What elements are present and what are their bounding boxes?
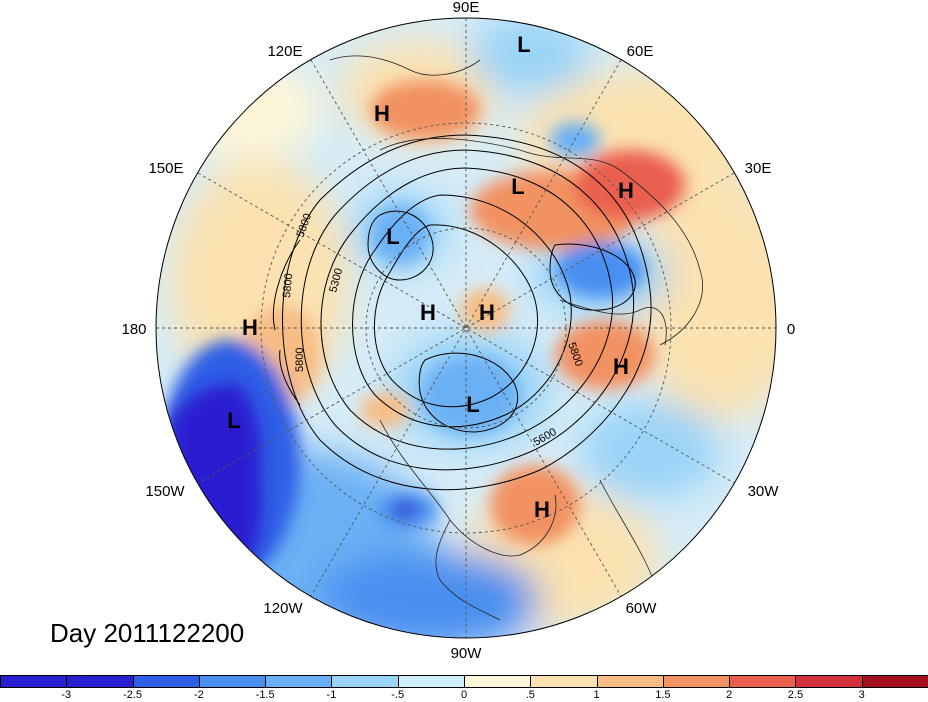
colorbar-tick-label: 1.5: [655, 689, 671, 701]
colorbar-tick-label: -1.5: [255, 689, 275, 701]
colorbar-tick-label: -2.5: [123, 689, 143, 701]
center-label-high: H: [242, 315, 258, 340]
colorbar-tick-label: .5: [525, 689, 535, 701]
center-label-low: L: [227, 408, 240, 433]
colorbar-swatch: [530, 675, 598, 688]
lon-label-180: 180: [121, 321, 146, 338]
colorbar: -3 -2.5 -2 -1.5 -1 -.5 0 .5 1 1.5 2 2.5 3: [0, 675, 928, 702]
date-title: Day 2011122200: [50, 618, 245, 648]
center-label-high: H: [374, 101, 390, 126]
contour-label: 5800: [281, 273, 295, 298]
center-label-low: L: [386, 224, 399, 249]
colorbar-swatch: [331, 675, 399, 688]
contour-label: 5800: [294, 348, 306, 372]
colorbar-swatch: [198, 675, 267, 688]
coastlines: [329, 55, 703, 621]
lon-label-60e: 60E: [627, 43, 654, 60]
lon-label-150e: 150E: [148, 160, 183, 177]
colorbar-tick-label: -3: [61, 689, 72, 701]
graticule: [156, 18, 776, 638]
pressure-centers: L H L H L H H H L H L H: [227, 32, 634, 522]
center-label-high: H: [479, 300, 495, 325]
colorbar-tick-label: -2: [193, 689, 204, 701]
lon-label-90w: 90W: [451, 645, 483, 662]
colorbar-tick-label: 2.5: [787, 689, 804, 701]
colorbar-swatch: [66, 675, 134, 688]
center-label-high: H: [613, 354, 629, 379]
lon-label-150w: 150W: [145, 483, 185, 500]
center-label-low: L: [466, 392, 479, 417]
center-label-high: H: [534, 497, 550, 522]
colorbar-swatch: [662, 675, 731, 688]
lon-label-0: 0: [787, 321, 795, 338]
lon-label-30e: 30E: [745, 160, 772, 177]
map-border: [155, 17, 777, 639]
lon-label-90e: 90E: [453, 0, 480, 16]
longitude-labels: 90E 60E 30E 0 30W 60W 90W 120W 150W 180 …: [121, 0, 795, 662]
colorbar-swatch: [0, 675, 68, 688]
polar-map: 90E 60E 30E 0 30W 60W 90W 120W 150W 180 …: [121, 0, 795, 662]
lon-label-60w: 60W: [626, 600, 658, 617]
colorbar-swatch: [464, 675, 532, 688]
colorbar-swatch: [795, 675, 863, 688]
colorbar-swatch: [861, 675, 928, 688]
colorbar-swatch: [729, 675, 797, 688]
colorbar-tick-label: 2: [726, 689, 733, 701]
colorbar-swatch: [397, 675, 465, 688]
colorbar-swatch: [132, 675, 200, 688]
center-label-high: H: [420, 300, 436, 325]
lon-label-120w: 120W: [263, 600, 303, 617]
colorbar-tick-label: -.5: [391, 689, 405, 701]
lon-label-120e: 120E: [267, 43, 302, 60]
colorbar-swatch: [596, 675, 664, 688]
colorbar-tick-label: 0: [460, 689, 468, 701]
lon-label-30w: 30W: [748, 483, 780, 500]
colorbar-tick-label: 1: [593, 689, 600, 701]
center-label-high: H: [618, 178, 634, 203]
colorbar-swatch: [265, 675, 333, 688]
height-contours: [272, 134, 652, 491]
center-label-low: L: [517, 32, 530, 57]
center-label-low: L: [511, 174, 524, 199]
colorbar-tick-label: -1: [326, 689, 337, 701]
colorbar-tick-label: 3: [858, 689, 865, 701]
